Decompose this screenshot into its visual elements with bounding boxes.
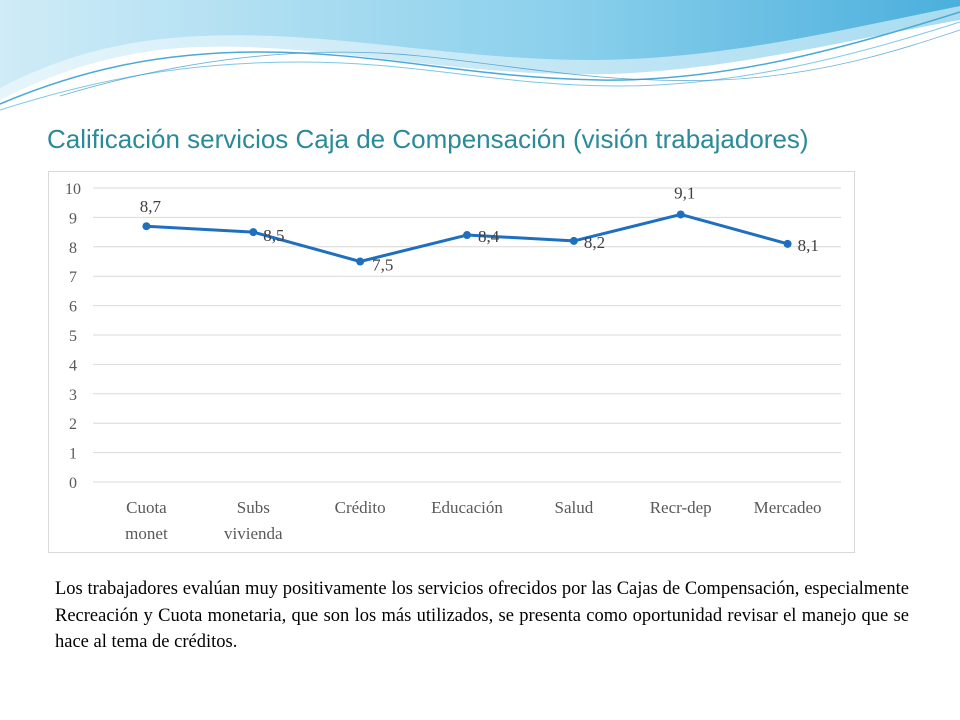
y-tick-label: 5	[69, 328, 77, 345]
y-tick-label: 3	[69, 387, 77, 404]
data-label: 8,7	[140, 197, 162, 216]
x-tick-label: Mercadeo	[754, 498, 822, 517]
x-tick-label: Crédito	[335, 498, 386, 517]
line-chart: 0 1 2 3 4 5 6 7 8 9 10 Cuota monet Subs vivienda Crédit…	[65, 181, 841, 543]
y-tick-label: 6	[69, 299, 77, 316]
data-point	[676, 210, 685, 219]
data-point	[356, 257, 365, 266]
data-point	[569, 236, 578, 245]
y-tick-label: 2	[69, 416, 77, 433]
x-tick-label: Subs vivienda	[224, 498, 283, 543]
data-point	[142, 222, 151, 231]
x-tick-label: Salud	[554, 498, 593, 517]
data-label: 7,5	[372, 256, 393, 275]
slide-body-text: Los trabajadores evalúan muy positivamen…	[55, 579, 909, 652]
y-tick-label: 10	[65, 181, 81, 198]
y-tick-label: 8	[69, 240, 77, 257]
header-wave-decoration	[0, 0, 960, 111]
x-tick-label: Recr-dep	[650, 498, 712, 517]
data-label: 8,1	[798, 236, 819, 255]
data-point	[783, 239, 792, 248]
y-tick-label: 0	[69, 475, 77, 492]
y-tick-label: 1	[69, 446, 77, 463]
slide-title: Calificación servicios Caja de Compensac…	[47, 124, 809, 154]
y-tick-label: 9	[69, 210, 77, 227]
data-label: 8,5	[263, 226, 284, 245]
chart-frame: 0 1 2 3 4 5 6 7 8 9 10 Cuota monet Subs vivienda Crédit…	[48, 171, 855, 553]
data-label: 9,1	[674, 183, 695, 202]
x-tick-label: Educación	[431, 498, 503, 517]
y-tick-label: 7	[69, 269, 77, 286]
data-label: 8,2	[584, 233, 605, 252]
data-label: 8,4	[478, 227, 500, 246]
data-point	[249, 228, 258, 237]
x-tick-label: Cuota monet	[125, 498, 168, 543]
y-tick-label: 4	[69, 357, 77, 374]
data-point	[463, 231, 471, 240]
